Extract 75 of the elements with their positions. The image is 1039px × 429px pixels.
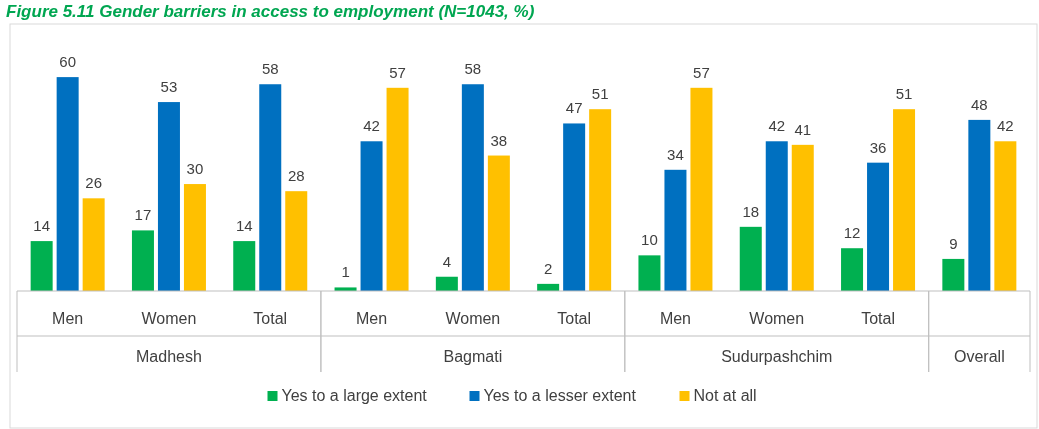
text: Madhesh — [136, 348, 202, 365]
data-label: 18 — [742, 202, 760, 220]
data-label: 42 — [768, 117, 786, 135]
data-label: 57 — [693, 63, 710, 81]
bar — [739, 226, 762, 291]
bar — [461, 84, 484, 291]
bar — [360, 141, 383, 291]
text: Bagmati — [443, 348, 503, 365]
data-label: 38 — [490, 131, 508, 149]
bar — [131, 230, 154, 291]
data-label: 1 — [341, 263, 350, 281]
bar — [791, 144, 814, 291]
bar — [942, 258, 965, 291]
bar — [233, 241, 256, 291]
bar — [56, 77, 79, 291]
data-label: 48 — [971, 95, 988, 113]
bar — [30, 241, 53, 291]
bar — [157, 102, 180, 291]
data-label: 51 — [591, 85, 609, 103]
data-label: 17 — [134, 206, 152, 224]
bar — [183, 184, 206, 291]
x-tick-label: Total — [861, 310, 895, 327]
bar — [968, 119, 991, 291]
bar — [285, 191, 308, 291]
data-label: 14 — [235, 217, 253, 235]
data-label: 51 — [895, 85, 913, 103]
bar — [867, 162, 890, 291]
x-tick-label: Men — [659, 310, 692, 327]
data-label: 41 — [794, 120, 812, 138]
bar — [82, 198, 105, 291]
text: Sudurpashchim — [721, 348, 833, 365]
bar — [435, 276, 458, 291]
data-label: 28 — [287, 167, 305, 185]
legend-label: Yes to a large extent — [281, 387, 428, 404]
data-label: 12 — [843, 224, 861, 242]
bar — [841, 248, 864, 291]
data-label: 58 — [261, 60, 279, 78]
x-tick-label: Men — [52, 310, 84, 327]
legend-label: Not at all — [693, 387, 757, 404]
data-label: 60 — [59, 53, 76, 71]
bar — [638, 255, 661, 291]
bar — [690, 87, 713, 291]
x-tick-label: Women — [445, 310, 501, 327]
bar — [994, 141, 1017, 291]
x-tick-label: Women — [749, 310, 805, 327]
bar — [259, 84, 282, 291]
data-label: 34 — [667, 145, 684, 163]
data-label: 47 — [565, 99, 583, 117]
bar — [589, 109, 612, 291]
chart-title: Figure 5.11 Gender barriers in access to employment (N=1043, %) — [6, 2, 535, 21]
bar — [893, 109, 916, 291]
data-label: 53 — [160, 78, 178, 96]
data-label: 42 — [997, 117, 1014, 135]
x-tick-label: Total — [557, 310, 592, 327]
data-label: 26 — [85, 174, 102, 192]
x-tick-label: Men — [355, 310, 388, 327]
bar — [386, 87, 409, 291]
data-label: 4 — [442, 252, 452, 270]
data-label: 30 — [186, 160, 204, 178]
bar — [563, 123, 586, 291]
data-label: 42 — [363, 117, 380, 135]
text: Overall — [954, 348, 1005, 365]
data-label: 57 — [389, 63, 406, 81]
bar — [664, 169, 687, 291]
data-label: 10 — [641, 231, 658, 249]
x-tick-label: Total — [253, 310, 288, 327]
bar — [487, 155, 510, 291]
data-label: 58 — [464, 60, 482, 78]
data-label: 36 — [869, 138, 887, 156]
data-label: 14 — [33, 217, 50, 235]
data-label: 2 — [543, 259, 553, 277]
data-label: 9 — [949, 234, 958, 252]
bar — [765, 141, 788, 291]
legend-label: Yes to a lesser extent — [483, 387, 637, 404]
x-tick-label: Women — [141, 310, 197, 327]
